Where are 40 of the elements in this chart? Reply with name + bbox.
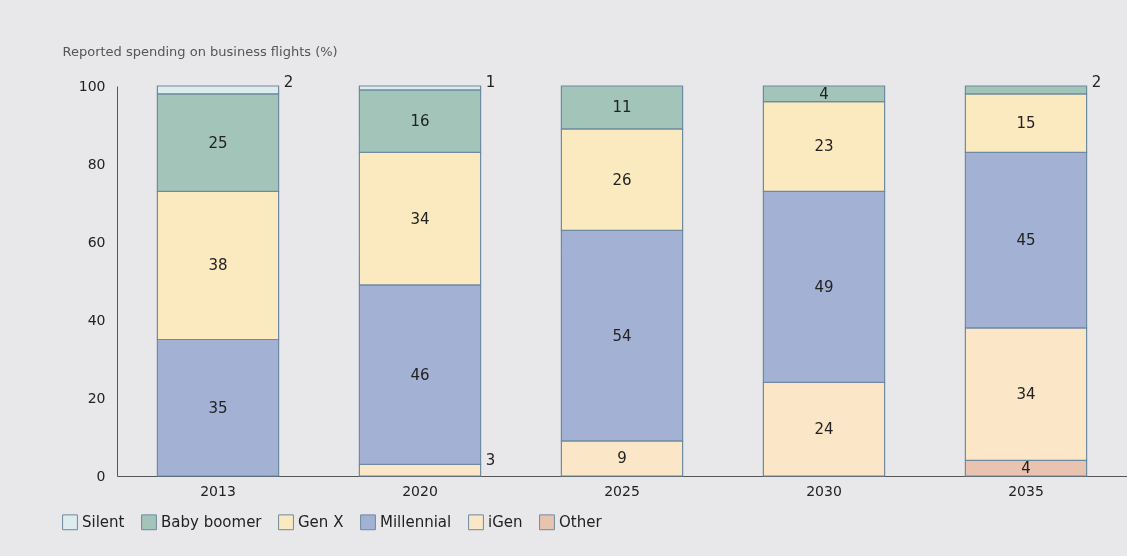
- data-label: 24: [814, 420, 834, 439]
- y-tick-label: 60: [87, 233, 106, 250]
- data-label: 9: [617, 449, 627, 468]
- x-tick-label: 2030: [806, 482, 842, 499]
- data-label: 34: [410, 209, 430, 228]
- data-label: 11: [612, 98, 632, 117]
- x-tick-label: 2020: [402, 482, 438, 499]
- data-label: 54: [612, 326, 632, 345]
- data-label: 26: [612, 170, 632, 189]
- data-label: 49: [814, 277, 834, 296]
- legend-label: Millennial: [380, 513, 452, 532]
- data-label: 34: [1016, 385, 1036, 404]
- legend-label: iGen: [488, 513, 523, 532]
- data-label: 35: [208, 398, 228, 417]
- data-label: 3: [485, 451, 496, 470]
- x-tick-label: 2025: [604, 482, 640, 499]
- data-label: 23: [814, 137, 834, 156]
- legend-label: Silent: [82, 513, 125, 532]
- y-axis-title: Reported spending on business flights (%): [62, 43, 338, 59]
- x-tick-label: 2013: [200, 482, 236, 499]
- data-label: 15: [1016, 114, 1036, 133]
- y-tick-label: 100: [78, 77, 106, 94]
- legend-label: Gen X: [298, 513, 344, 532]
- data-label: 46: [410, 365, 430, 384]
- data-label: 45: [1016, 231, 1036, 250]
- y-tick-label: 40: [87, 311, 106, 328]
- legend-label: Baby boomer: [161, 513, 263, 532]
- data-label: 4: [1021, 459, 1031, 478]
- data-label: 38: [208, 256, 228, 275]
- data-label: 16: [410, 112, 430, 131]
- data-label: 4: [819, 84, 829, 103]
- x-tick-label: 2035: [1008, 482, 1044, 499]
- y-tick-label: 0: [96, 467, 106, 484]
- data-label: 2: [283, 73, 294, 91]
- legend-label: Other: [559, 513, 603, 532]
- y-tick-label: 20: [87, 389, 106, 406]
- y-tick-label: 80: [87, 155, 106, 172]
- data-label: 2: [1091, 73, 1102, 91]
- data-label: 25: [208, 133, 228, 152]
- data-label: 1: [485, 73, 496, 91]
